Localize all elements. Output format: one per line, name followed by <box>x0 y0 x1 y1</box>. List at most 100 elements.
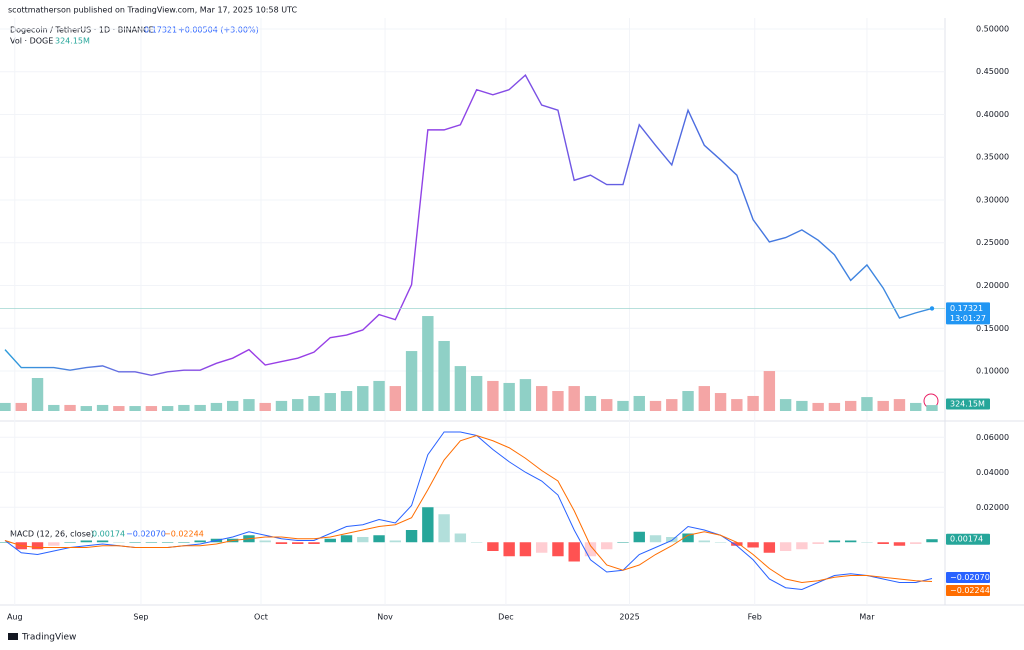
volume-bar <box>324 393 336 411</box>
macd-last-label: −0.02070 <box>950 573 990 582</box>
macd-histogram-bar <box>96 540 109 543</box>
price-legend-change: +0.00504 (+3.00%) <box>178 26 259 35</box>
macd-histogram-bar <box>275 542 288 544</box>
macd-histogram-bar <box>31 542 44 550</box>
volume-bar <box>893 399 906 411</box>
volume-bar <box>714 393 727 411</box>
volume-bar <box>178 404 190 411</box>
macd-histogram-bar <box>926 539 938 543</box>
volume-bar <box>844 400 857 411</box>
macd-histogram-bar <box>161 542 174 543</box>
volume-bar <box>0 402 11 411</box>
volume-bar <box>503 382 515 411</box>
macd-histogram-bar <box>145 542 158 543</box>
macd-histogram-bar <box>747 542 759 548</box>
volume-bar <box>259 402 271 411</box>
volume-legend-last: 324.15M <box>55 37 90 46</box>
macd-legend-signal: −0.02244 <box>164 530 204 539</box>
macd-histogram-bar <box>324 538 336 543</box>
macd-histogram-bar <box>373 535 385 543</box>
macd-histogram-bar <box>844 540 857 543</box>
macd-histogram-bar <box>438 514 450 543</box>
volume-bar <box>113 406 125 411</box>
macd-histogram-bar <box>779 542 792 551</box>
volume-bar <box>308 395 320 411</box>
x-tick-label: Feb <box>748 613 762 622</box>
countdown-label: 13:01:27 <box>950 314 986 323</box>
macd-histogram-bar <box>552 542 564 557</box>
volume-bar <box>812 402 824 411</box>
volume-bar <box>340 391 353 411</box>
volume-bar <box>194 404 206 411</box>
volume-bar <box>275 400 288 411</box>
x-tick-label: Oct <box>254 613 268 622</box>
macd-histogram-bar <box>48 542 60 546</box>
volume-bar <box>80 406 93 411</box>
volume-bar <box>470 375 483 411</box>
volume-bar <box>389 386 402 411</box>
volume-bar <box>373 380 385 411</box>
macd-hist-last-label-box <box>946 533 990 545</box>
volume-bar <box>877 400 889 411</box>
macd-histogram-bar <box>877 542 889 544</box>
volume-bar <box>292 399 304 411</box>
volume-bar <box>601 399 613 411</box>
x-tick-label: Sep <box>133 613 148 622</box>
y-tick-label: 0.10000 <box>976 367 1009 376</box>
macd-tick-label: 0.06000 <box>976 433 1009 442</box>
signal-line <box>4 434 933 584</box>
last-price-label: 0.17321 <box>950 304 983 313</box>
signal-last-label: −0.02244 <box>950 586 990 595</box>
volume-bar <box>454 366 467 411</box>
volume-legend-title: Vol · DOGE <box>10 37 53 46</box>
y-tick-label: 0.40000 <box>976 110 1009 119</box>
macd-histogram-bar <box>503 542 515 557</box>
volume-bar <box>828 402 841 411</box>
volume-bar <box>779 399 792 411</box>
macd-histogram-bar <box>259 540 271 543</box>
volume-bar <box>861 397 873 411</box>
macd-histogram-bar <box>828 540 841 543</box>
volume-bar <box>357 386 369 411</box>
macd-histogram-bar <box>308 542 320 544</box>
volume-bar <box>584 395 597 411</box>
last-price-box <box>946 302 990 325</box>
last-price-dot <box>929 306 935 311</box>
signal-last-label-box <box>946 585 990 597</box>
volume-bar <box>666 399 678 411</box>
macd-legend-hist: 0.00174 <box>92 530 125 539</box>
y-tick-label: 0.25000 <box>976 238 1009 247</box>
macd-hist-last-label: 0.00174 <box>950 535 983 544</box>
volume-bar <box>698 386 710 411</box>
macd-histogram-bar <box>861 542 873 543</box>
volume-bar <box>145 406 158 411</box>
macd-histogram-bar <box>292 542 304 544</box>
volume-bar <box>210 402 223 411</box>
macd-histogram-bar <box>633 531 645 543</box>
macd-histogram-bar <box>405 530 418 543</box>
volume-last-label-box <box>946 398 990 410</box>
volume-bar <box>568 386 580 411</box>
macd-histogram-bar <box>64 542 76 543</box>
macd-histogram-bar <box>649 535 662 543</box>
price-legend-title: Dogecoin / TetherUS · 1D · BINANCE <box>10 26 154 35</box>
volume-bar <box>649 400 662 411</box>
y-tick-label: 0.20000 <box>976 281 1009 290</box>
volume-bar <box>796 400 808 411</box>
macd-histogram-bar <box>340 535 353 543</box>
volume-bar <box>910 402 922 411</box>
x-tick-label: Nov <box>377 613 393 622</box>
macd-histogram-bar <box>812 542 824 544</box>
volume-bar <box>31 378 44 411</box>
macd-histogram-bar <box>470 542 483 543</box>
volume-bar <box>64 404 76 411</box>
x-tick-label: Dec <box>498 613 513 622</box>
volume-bar <box>633 395 645 411</box>
volume-bar <box>519 379 532 411</box>
volume-last-label: 324.15M <box>950 400 985 409</box>
macd-histogram-bar <box>178 542 190 543</box>
volume-bar <box>682 391 694 411</box>
macd-histogram-bar <box>698 540 710 543</box>
macd-histogram-bar <box>682 533 694 543</box>
